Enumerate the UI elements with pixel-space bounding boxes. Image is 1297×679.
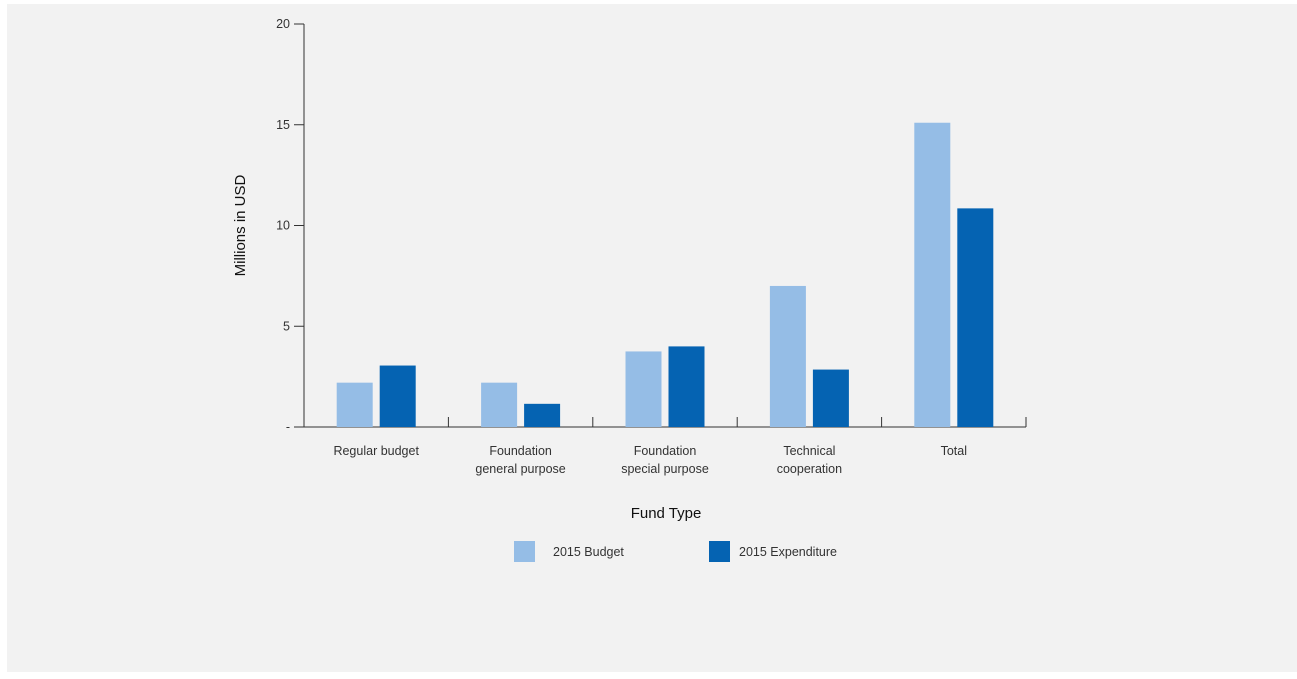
x-category-label: Regular budget [333,444,419,458]
legend-label: 2015 Expenditure [739,545,837,559]
x-axis-title: Fund Type [631,505,702,522]
expenditure-bar [524,403,561,427]
budget-bar [769,285,806,427]
y-tick-label: - [286,420,290,434]
y-tick-label: 15 [276,118,290,132]
expenditure-bar [668,346,705,427]
y-tick-label: 5 [283,319,290,333]
budget-bar [625,351,662,427]
expenditure-bar [957,208,994,427]
budget-bar [914,122,951,428]
y-tick-label: 10 [276,219,290,233]
expenditure-bar [379,365,416,427]
chart-panel [7,4,1297,672]
budget-bar [336,382,373,427]
budget-bar [481,382,518,427]
legend-swatch [514,541,535,562]
x-category-label: special purpose [621,462,709,476]
x-category-label: Technical [783,444,835,458]
expenditure-bar [812,369,849,427]
x-category-label: Total [941,444,967,458]
x-category-label: Foundation [489,444,552,458]
y-tick-label: 20 [276,17,290,31]
x-category-label: general purpose [475,462,565,476]
legend-swatch [709,541,730,562]
x-category-label: Foundation [634,444,697,458]
y-axis-title: Millions in USD [232,174,249,276]
legend-label: 2015 Budget [553,545,624,559]
x-category-label: cooperation [777,462,842,476]
